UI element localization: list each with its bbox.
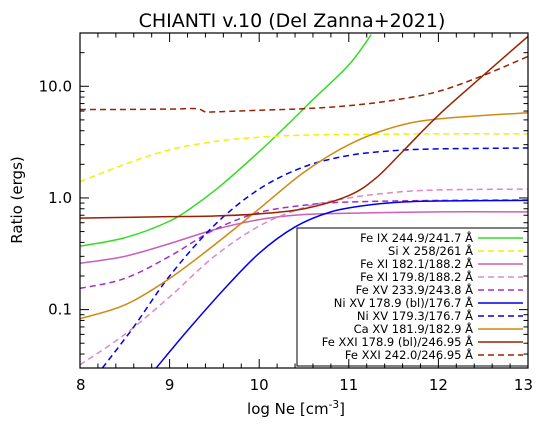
x-tick-label: 9 (165, 376, 175, 394)
series-line-4 (80, 188, 528, 366)
series-line-5 (80, 199, 528, 290)
x-tick-label: 8 (76, 376, 86, 394)
x-tick-label: 12 (429, 376, 448, 394)
axes: 8 9 10 11 12 13 0.1 1.0 10.0 (39, 32, 533, 394)
series-line-10 (80, 55, 528, 113)
legend-label-3: Fe XI 182.1/188.2 Å (360, 256, 473, 271)
x-tick-label: 11 (339, 376, 358, 394)
legend-label-8: Ca XV 181.9/182.9 Å (354, 321, 474, 336)
plot-frame (79, 32, 529, 369)
series-line-1 (80, 34, 372, 247)
series-line-6 (155, 199, 528, 368)
x-tick-label: 10 (250, 376, 269, 394)
y-axis-label: Ratio (ergs) (8, 156, 26, 243)
y-tick-label: 1.0 (48, 189, 72, 207)
series-lines (80, 34, 528, 368)
legend: Fe IX 244.9/241.7 ÅSi X 258/261 ÅFe XI 1… (296, 227, 529, 367)
legend-label-7: Ni XV 179.3/176.7 Å (357, 308, 473, 323)
x-axis-label-end: ] (339, 400, 345, 418)
x-axis-label-sup: -3 (329, 399, 339, 411)
series-line-3 (80, 211, 528, 265)
series-line-7 (101, 147, 528, 368)
x-tick-label: 13 (514, 376, 533, 394)
series-line-9 (80, 35, 528, 219)
legend-label-10: Fe XXI 242.0/246.95 Å (345, 347, 473, 362)
series-line-8 (80, 111, 528, 320)
chart-title: CHIANTI v.10 (Del Zanna+2021) (139, 10, 446, 32)
legend-label-2: Si X 258/261 Å (388, 243, 473, 258)
legend-label-4: Fe XI 179.8/188.2 Å (360, 269, 473, 284)
legend-label-9: Fe XXI 178.9 (bl)/246.95 Å (322, 334, 473, 349)
x-axis-label: log Ne [cm-3] (247, 399, 345, 418)
y-tick-label: 0.1 (48, 301, 72, 319)
series-line-2 (80, 133, 528, 183)
legend-label-1: Fe IX 244.9/241.7 Å (360, 230, 473, 245)
legend-label-6: Ni XV 178.9 (bl)/176.7 Å (334, 295, 473, 310)
y-tick-label: 10.0 (39, 77, 72, 95)
legend-label-5: Fe XV 233.9/243.8 Å (356, 282, 473, 297)
x-axis-label-main: log Ne [cm (247, 400, 329, 418)
